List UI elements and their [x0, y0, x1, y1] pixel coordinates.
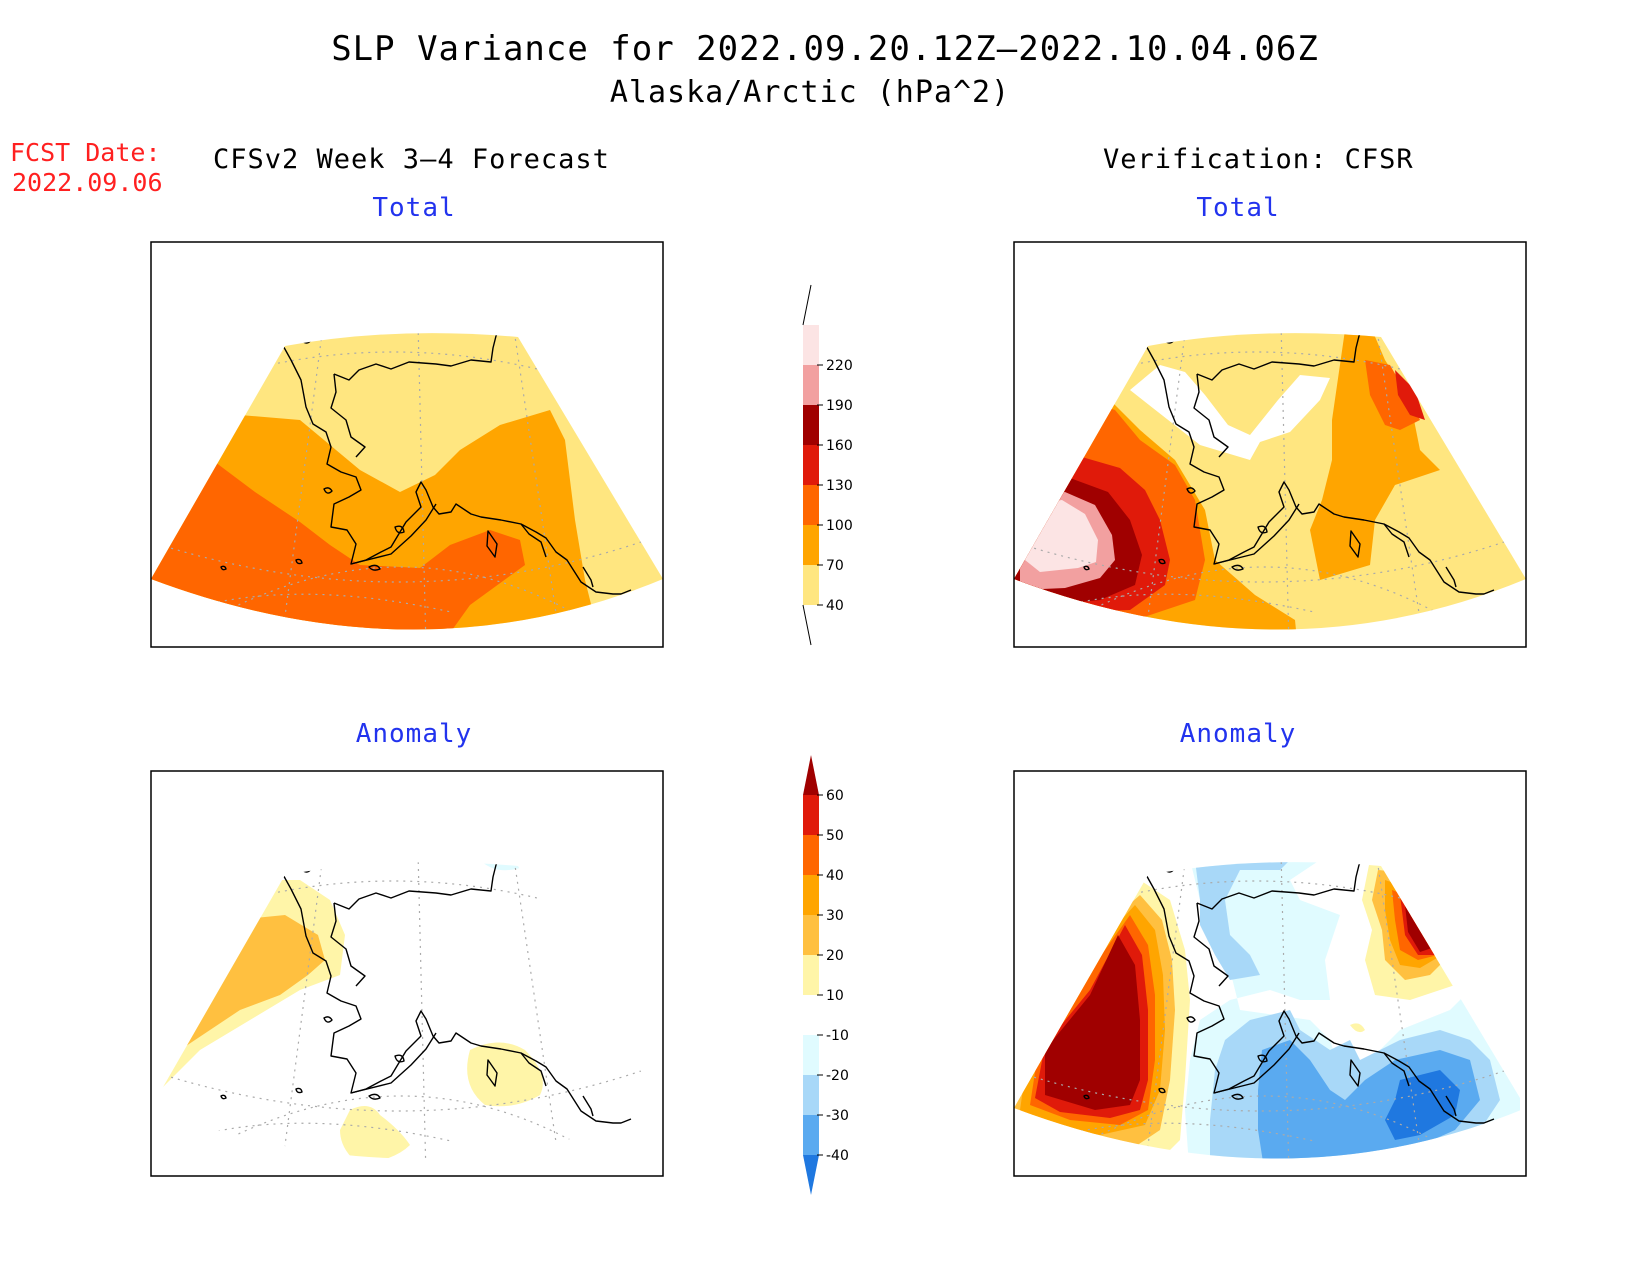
panel-title-verification-total: Total: [1196, 193, 1280, 223]
verification-column-heading: Verification: CFSR: [1103, 144, 1414, 175]
total-colorbar-swatch: [803, 405, 819, 445]
anomaly-colorbar-label: -40: [826, 1148, 849, 1164]
fcst-date-label: FCST Date:: [10, 138, 161, 167]
anomaly-colorbar-bottom-triangle: [803, 1155, 819, 1195]
main-title: SLP Variance for 2022.09.20.12Z–2022.10.…: [331, 29, 1319, 69]
panel-title-forecast-anomaly: Anomaly: [355, 719, 473, 749]
total-colorbar-label: 160: [826, 438, 853, 454]
anomaly-colorbar-swatch: [803, 995, 819, 1035]
forecast-column-heading: CFSv2 Week 3–4 Forecast: [213, 144, 610, 175]
anomaly-colorbar: 60 50 40 30 20 10 -10 -20 -30 -40: [803, 755, 849, 1195]
total-colorbar-label: 100: [826, 518, 853, 534]
forecast-total-map: [150, 241, 664, 648]
fcst-date-value: 2022.09.06: [12, 168, 163, 197]
anomaly-colorbar-label: 50: [826, 828, 844, 844]
total-colorbar-swatch: [803, 485, 819, 525]
panel-title-forecast-total: Total: [372, 193, 456, 223]
anomaly-colorbar-swatch: [803, 875, 819, 915]
total-colorbar-label: 70: [826, 558, 844, 574]
verification-anomaly-map: [1013, 770, 1527, 1177]
anomaly-colorbar-label: -30: [826, 1108, 849, 1124]
forecast-anomaly-map: [150, 770, 664, 1177]
anomaly-colorbar-label: 20: [826, 948, 844, 964]
subtitle: Alaska/Arctic (hPa^2): [609, 75, 1011, 110]
total-colorbar-label: 190: [826, 398, 853, 414]
anomaly-colorbar-label: 10: [826, 988, 844, 1004]
total-colorbar: 220 190 160 130 100 70 40: [802, 284, 853, 646]
anomaly-colorbar-swatch: [803, 1035, 819, 1075]
total-colorbar-swatch: [803, 325, 819, 365]
anomaly-colorbar-label: -10: [826, 1028, 849, 1044]
total-colorbar-label: 130: [826, 478, 853, 494]
total-colorbar-bottom-triangle: [803, 605, 819, 645]
anomaly-colorbar-swatch: [803, 795, 819, 835]
anomaly-colorbar-swatch: [803, 915, 819, 955]
total-colorbar-label: 220: [826, 358, 853, 374]
anomaly-colorbar-label: -20: [826, 1068, 849, 1084]
total-colorbar-swatch: [803, 365, 819, 405]
anomaly-colorbar-label: 40: [826, 868, 844, 884]
total-colorbar-swatch: [803, 565, 819, 605]
anomaly-colorbar-swatch: [803, 955, 819, 995]
total-colorbar-swatch: [803, 525, 819, 565]
anomaly-colorbar-swatch: [803, 1075, 819, 1115]
anomaly-colorbar-label: 30: [826, 908, 844, 924]
total-colorbar-top-triangle: [803, 285, 819, 325]
total-colorbar-label: 40: [826, 598, 844, 614]
panel-title-verification-anomaly: Anomaly: [1179, 719, 1297, 749]
anomaly-colorbar-top-triangle: [803, 755, 819, 795]
anomaly-colorbar-swatch: [803, 835, 819, 875]
anomaly-colorbar-label: 60: [826, 788, 844, 804]
verification-total-map: [1013, 241, 1527, 648]
total-colorbar-swatch: [803, 445, 819, 485]
anomaly-colorbar-swatch: [803, 1115, 819, 1155]
